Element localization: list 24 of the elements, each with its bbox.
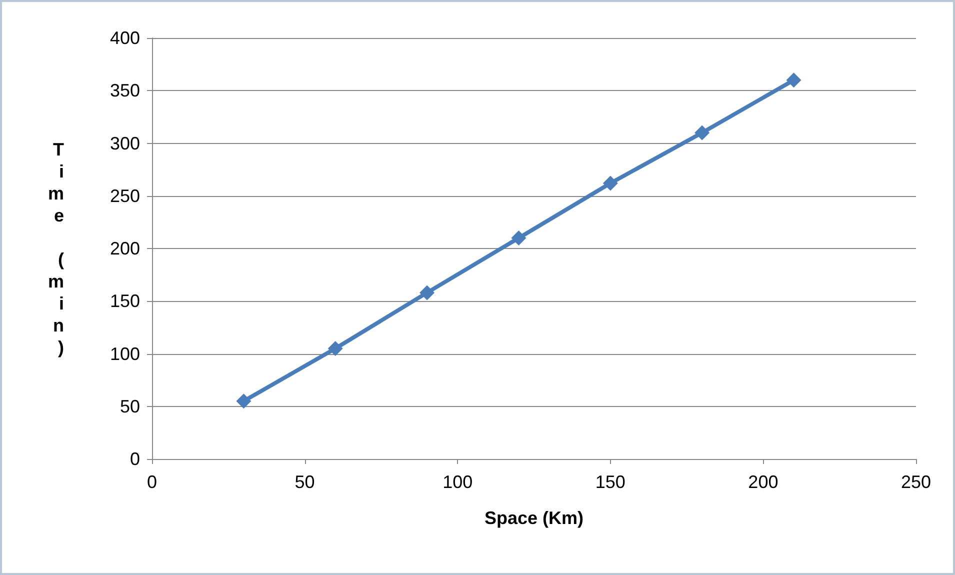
point <box>602 176 618 191</box>
y-tick-label: 250 <box>110 186 140 206</box>
y-tick-label: 100 <box>110 344 140 364</box>
y-tick-label: 0 <box>130 449 140 469</box>
y-tick-label: 200 <box>110 238 140 258</box>
point <box>511 230 526 246</box>
text: Time (min) <box>48 140 64 358</box>
x-tick-label: 200 <box>748 472 778 492</box>
point <box>420 285 435 300</box>
y-tick-label: 400 <box>110 28 140 48</box>
point <box>236 394 252 409</box>
x-tick-label: 250 <box>900 472 932 492</box>
y-tick-label: 150 <box>110 291 140 312</box>
x-axis-title: Space (Km) <box>484 508 584 528</box>
point <box>328 340 343 356</box>
y-tick-label: 50 <box>120 396 140 416</box>
x-tick-label: 0 <box>146 472 158 492</box>
point <box>694 125 710 140</box>
x-tick-label: 50 <box>294 472 315 492</box>
x-tick-label: 150 <box>595 472 626 492</box>
y-tick-label: 350 <box>110 80 140 101</box>
point <box>786 72 802 88</box>
y-tick-label: 300 <box>110 133 140 154</box>
x-tick-label: 100 <box>442 472 473 492</box>
